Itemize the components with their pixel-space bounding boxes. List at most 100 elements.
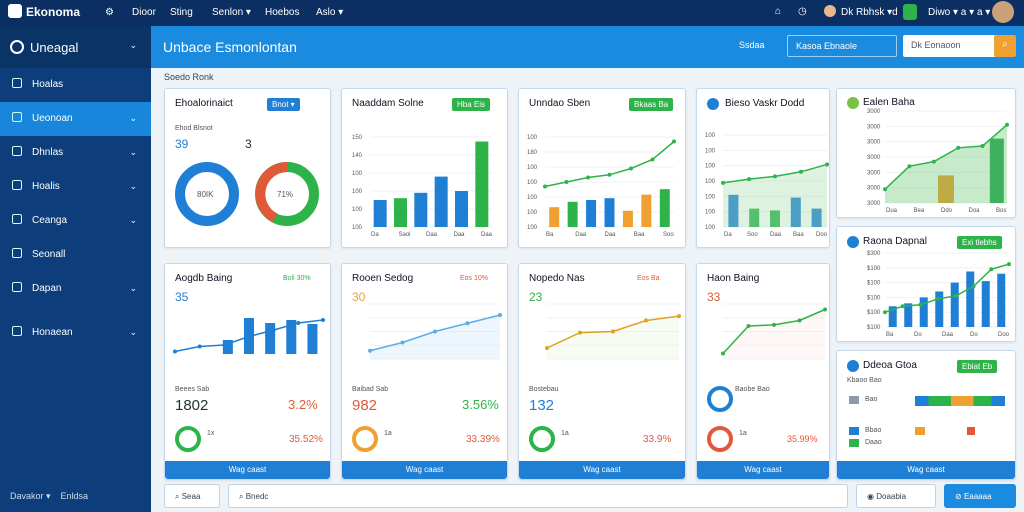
tools-icon <box>12 248 22 258</box>
view-details-button[interactable]: Wag caast <box>837 461 1015 479</box>
mini-donut <box>707 426 733 452</box>
card-title: Ealen Baha <box>863 97 915 108</box>
bar <box>770 210 780 227</box>
x-tick-label: Do <box>970 332 978 338</box>
bottom-search-button[interactable]: ⌕ Seaa <box>164 484 220 508</box>
breadcrumb[interactable]: Soedo Ronk <box>164 72 214 82</box>
y-tick-label: 100 <box>705 133 716 139</box>
line-bar-chart <box>173 318 325 354</box>
search-icon[interactable]: ⌕ <box>994 35 1016 57</box>
clock-icon[interactable]: ◷ <box>798 6 807 17</box>
sidebar-item-7[interactable]: Dapan ⌄ <box>0 272 151 306</box>
topnav-item-5[interactable]: Aslo ▾ <box>316 7 344 18</box>
data-point <box>545 346 549 350</box>
x-tick-label: Doo <box>998 332 1010 338</box>
x-tick-label: Daa <box>575 232 587 238</box>
bottom-input[interactable]: ⌕ Bnedc <box>228 484 848 508</box>
view-details-button[interactable]: Wag caast <box>342 461 507 479</box>
x-tick-label: Daa <box>605 232 617 238</box>
stat-label: 1x <box>207 430 215 437</box>
topnav-item-2[interactable]: Sting <box>170 7 193 18</box>
card-badge[interactable]: Ebiat Eb <box>957 360 998 373</box>
data-point <box>650 157 655 162</box>
app-logo[interactable]: Ekonoma <box>8 4 80 19</box>
profile-avatar[interactable] <box>992 1 1014 23</box>
mini-donut <box>352 426 378 452</box>
bottom-button-1[interactable]: ◉ Doaabia <box>856 484 936 508</box>
bar <box>434 176 448 227</box>
stat-label: 1a <box>561 430 569 437</box>
bar <box>888 306 897 327</box>
footer-link-1[interactable]: Davakor ▾ <box>10 491 51 501</box>
card-subtitle: Kbaoo Bao <box>847 377 882 384</box>
series-line <box>884 263 1010 313</box>
topnav-item-3[interactable]: Senlon ▾ <box>212 7 251 18</box>
stacked-bar <box>915 396 1005 406</box>
card-title: Haon Baing <box>707 273 760 284</box>
y-tick-label: 100 <box>705 194 716 200</box>
bar <box>180 349 191 354</box>
account-menu[interactable]: Diwo ▾ a ▾ a ▾ a <box>928 7 999 18</box>
y-tick-label: 100 <box>352 207 363 213</box>
sidebar-header[interactable]: Uneagal ⌄ <box>0 26 151 68</box>
header-button-1[interactable]: Ssdaa <box>739 40 765 50</box>
dashboard-icon <box>12 78 22 88</box>
footer-link-2[interactable]: Enldsa <box>60 491 89 501</box>
x-tick-label: Da <box>371 232 379 238</box>
sidebar-item-4[interactable]: Hoalis ⌄ <box>0 170 151 204</box>
sidebar-item-5[interactable]: Ceanga ⌄ <box>0 204 151 238</box>
data-point <box>797 318 802 323</box>
data-point <box>883 310 887 315</box>
card-badge[interactable]: Bnot ▾ <box>267 98 300 111</box>
search-input[interactable]: Dk Eonaoon <box>903 35 1015 57</box>
combo-chart: 100 180 100 100 100 100 100 Ba Daa Daa Baa Soo <box>527 135 676 238</box>
bar <box>919 297 928 327</box>
card-title: Rooen Sedog <box>352 273 414 284</box>
sidebar-item-8[interactable]: Honaean ⌄ <box>0 316 151 350</box>
card-badge[interactable]: Bkaas Ba <box>629 98 674 111</box>
card-bar-chart-1: Naaddam Solne Hba Eis 150 140 100 100 100 100… <box>341 88 508 248</box>
sidebar-item-2[interactable]: Ueonoan ⌄ <box>0 102 151 136</box>
sidebar-item-6[interactable]: Seonall <box>0 238 151 272</box>
topnav-item-4[interactable]: Hoebos <box>265 7 300 18</box>
data-point <box>465 321 470 326</box>
x-tick-label: Daa <box>770 232 782 238</box>
y-tick-label: 150 <box>352 135 363 141</box>
globe-icon <box>847 236 859 248</box>
folder-icon <box>12 214 22 224</box>
card-badge[interactable]: Exi tlebhs <box>957 236 1002 249</box>
home-icon[interactable]: ⌂ <box>775 6 782 17</box>
data-point <box>1007 262 1011 267</box>
bottom-button-2[interactable]: ⊘ Eaaaaa <box>944 484 1016 508</box>
sidebar-item-3[interactable]: Dhnlas ⌄ <box>0 136 151 170</box>
legend-swatch <box>849 396 859 404</box>
y-tick-label: $100 <box>867 325 881 331</box>
area-fill <box>885 124 1007 203</box>
user-menu[interactable]: Dk Rbhsk ▾d <box>841 7 898 18</box>
avatar[interactable] <box>824 5 836 17</box>
y-tick-label: 3000 <box>867 186 881 192</box>
metric-label: Bostebau <box>529 386 559 393</box>
stat-label: 1a <box>739 430 747 437</box>
card-badge[interactable]: Hba Eis <box>452 98 491 111</box>
row-label: Bbao <box>865 427 882 434</box>
x-tick-label: Soo <box>663 232 674 238</box>
bar <box>394 198 407 227</box>
view-details-button[interactable]: Wag caast <box>519 461 685 479</box>
bar <box>567 201 578 227</box>
view-details-button[interactable]: Wag caast <box>697 461 829 479</box>
bar <box>966 271 975 327</box>
view-details-button[interactable]: Wag caast <box>165 461 330 479</box>
topnav-item-1[interactable]: Dioor <box>132 7 156 18</box>
data-point <box>823 307 827 312</box>
header-button-2[interactable]: Kasoa Ebnaole <box>787 35 897 57</box>
card-badge: Eos Ba <box>637 275 660 282</box>
sidebar-item-1[interactable]: Hoalas <box>0 68 151 102</box>
bar <box>935 291 944 327</box>
settings-icon[interactable]: ⚙ <box>105 7 114 18</box>
bar <box>938 175 954 203</box>
y-tick-label: $100 <box>867 310 881 316</box>
card-kpi-3: Nopedo Nas Eos Ba 23 Bostebau 132 1a 33.… <box>518 263 686 480</box>
search-icon: ⌕ <box>239 492 244 501</box>
metric-value: 23 <box>529 290 543 304</box>
